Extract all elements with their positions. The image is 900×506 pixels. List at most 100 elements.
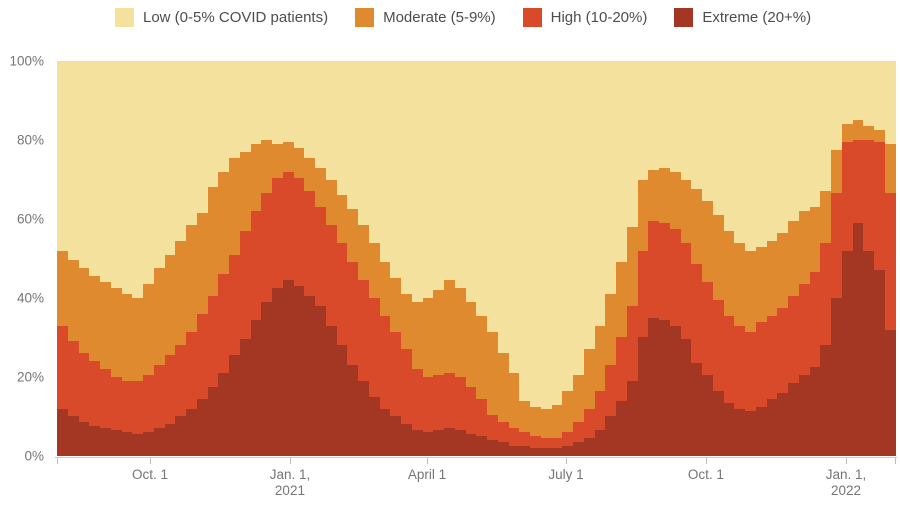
week-bar: [594, 61, 606, 456]
bar-segment: [519, 61, 530, 401]
bar-segment: [454, 377, 466, 431]
bar-segment: [809, 367, 821, 456]
bar-segment: [648, 169, 659, 221]
bar-segment: [530, 436, 541, 449]
bar-segment: [680, 339, 692, 456]
bar-segment: [207, 386, 219, 456]
bar-segment: [777, 392, 788, 456]
bar-segment: [669, 171, 681, 229]
x-tick-label: Jan. 1, 2021: [270, 467, 311, 499]
bar-segment: [637, 179, 649, 251]
bar-segment: [648, 220, 659, 318]
bar-segment: [820, 61, 831, 192]
bar-segment: [841, 141, 853, 251]
bar-segment: [293, 286, 305, 456]
bar-segment: [250, 211, 262, 320]
bar-segment: [874, 270, 885, 456]
legend-label: Moderate (5-9%): [383, 9, 496, 26]
bar-segment: [669, 61, 681, 172]
bar-segment: [250, 143, 262, 212]
week-bar: [669, 61, 681, 456]
week-bar: [347, 61, 358, 456]
bar-segment: [691, 264, 702, 364]
legend-item: High (10-20%): [522, 8, 648, 27]
bar-segment: [755, 246, 767, 322]
bar-segment: [186, 331, 197, 409]
bar-segment: [196, 61, 208, 214]
bar-segment: [508, 61, 520, 374]
bar-segment: [218, 61, 229, 172]
bar-segment: [390, 331, 401, 417]
bar-segment: [229, 254, 240, 356]
bar-segment: [186, 408, 197, 456]
week-bar: [605, 61, 616, 456]
bar-segment: [476, 398, 487, 437]
bar-segment: [433, 430, 444, 456]
bar-segment: [164, 61, 176, 255]
bar-segment: [798, 61, 810, 212]
week-bar: [422, 61, 434, 456]
week-bar: [551, 61, 563, 456]
week-bar: [272, 61, 283, 456]
bar-segment: [153, 268, 165, 366]
week-bar: [218, 61, 229, 456]
bar-segment: [207, 61, 219, 188]
bar-segment: [272, 288, 283, 456]
week-bar: [508, 61, 520, 456]
week-bar: [476, 61, 487, 456]
bar-segment: [573, 375, 584, 423]
bar-segment: [272, 143, 283, 178]
bar-segment: [336, 195, 348, 243]
week-bar: [336, 61, 348, 456]
legend-item: Low (0-5% COVID patients): [115, 8, 328, 27]
bar-segment: [347, 262, 358, 366]
bar-segment: [444, 280, 455, 374]
bar-segment: [508, 428, 520, 447]
x-tick-label-line1: July 1: [548, 467, 584, 482]
bar-segment: [497, 61, 509, 354]
bar-segment: [67, 341, 79, 417]
bar-segment: [304, 61, 315, 158]
x-tick-label: July 1: [548, 467, 583, 483]
bar-segment: [691, 61, 702, 190]
bar-segment: [616, 61, 627, 263]
bar-segment: [379, 61, 391, 263]
bar-segment: [304, 157, 315, 192]
bar-segment: [702, 61, 713, 202]
bar-segment: [401, 294, 412, 350]
week-bar: [444, 61, 455, 456]
bar-segment: [562, 61, 573, 391]
bar-segment: [820, 191, 831, 243]
legend: Low (0-5% COVID patients) Moderate (5-9%)…: [115, 8, 811, 27]
bar-segment: [250, 319, 262, 456]
week-bar: [401, 61, 412, 456]
bar-segment: [551, 438, 563, 449]
bar-segment: [884, 143, 896, 194]
bar-segment: [519, 432, 530, 447]
bar-segment: [702, 282, 713, 375]
bar-segment: [358, 61, 369, 225]
bar-segment: [89, 276, 100, 362]
bar-segment: [497, 422, 509, 443]
bar-segment: [874, 141, 885, 271]
legend-label: High (10-20%): [550, 9, 648, 26]
bar-segment: [132, 298, 143, 381]
x-tick-label: Oct. 1: [132, 467, 168, 483]
bar-segment: [884, 61, 896, 144]
bar-segment: [121, 61, 133, 295]
bar-segment: [798, 211, 810, 285]
bar-segment: [626, 305, 638, 381]
bar-segment: [143, 61, 154, 285]
week-bar: [175, 61, 186, 456]
bar-segment: [196, 213, 208, 314]
bar-segment: [57, 61, 68, 251]
bar-segment: [476, 436, 487, 456]
bar-segment: [390, 278, 401, 332]
bar-segment: [594, 61, 606, 326]
bar-segment: [777, 307, 788, 393]
bar-segment: [852, 140, 864, 223]
bar-segment: [315, 207, 326, 306]
legend-item: Moderate (5-9%): [355, 8, 496, 27]
bar-segment: [57, 408, 68, 456]
